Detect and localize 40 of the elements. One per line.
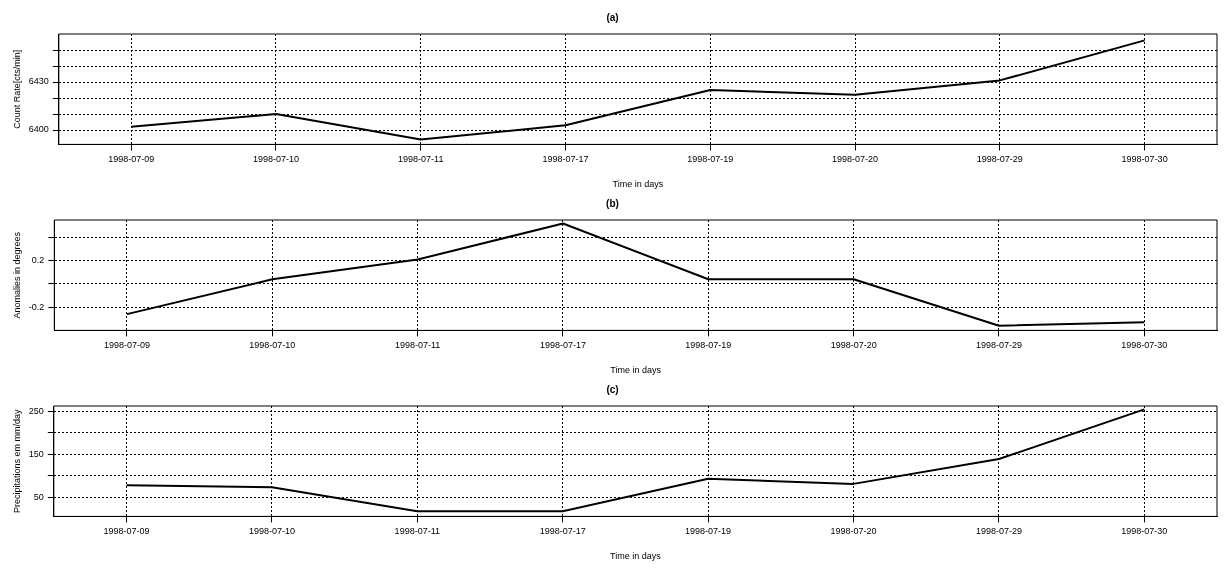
- x-tick-label: 1998-07-17: [539, 340, 587, 351]
- x-tick-label: 1998-07-30: [1121, 526, 1168, 537]
- x-tick-label: 1998-07-11: [398, 154, 444, 165]
- x-tick-label: 1998-07-19: [685, 526, 732, 537]
- chart-title: (c): [606, 383, 619, 395]
- x-tick-label: 1998-07-19: [685, 340, 732, 351]
- x-tick-label: 1998-07-30: [1121, 154, 1168, 165]
- x-tick-label: 1998-07-09: [108, 154, 155, 165]
- x-tick-label: 1998-07-10: [248, 526, 295, 537]
- x-tick-label: 1998-07-09: [103, 340, 150, 351]
- x-tick-label: 1998-07-11: [394, 340, 441, 351]
- chart-title: (a): [606, 11, 619, 23]
- y-axis-title: Anomalies in degrees: [11, 231, 22, 319]
- y-tick-label: 6430: [28, 76, 49, 87]
- x-tick-label: 1998-07-20: [832, 154, 879, 165]
- x-tick-label: 1998-07-29: [976, 154, 1023, 165]
- x-axis-title: Time in days: [610, 365, 662, 376]
- x-tick-label: 1998-07-09: [103, 526, 150, 537]
- x-tick-label: 1998-07-30: [1121, 340, 1168, 351]
- x-tick-label: 1998-07-17: [542, 154, 589, 165]
- y-axis-title: Precipitations em mm/day: [11, 408, 22, 513]
- x-tick-label: 1998-07-29: [975, 340, 1023, 351]
- x-tick-label: 1998-07-29: [975, 526, 1022, 537]
- x-tick-label: 1998-07-17: [539, 526, 586, 537]
- x-tick-label: 1998-07-11: [394, 526, 440, 537]
- x-tick-label: 1998-07-20: [830, 526, 877, 537]
- x-tick-label: 1998-07-20: [830, 340, 877, 351]
- x-tick-label: 1998-07-10: [252, 154, 299, 165]
- y-tick-label: 250: [28, 406, 44, 417]
- y-tick-label: -0.2: [28, 301, 45, 312]
- y-tick-label: 0.2: [31, 255, 45, 266]
- x-tick-label: 1998-07-19: [687, 154, 734, 165]
- chart-title: (b): [606, 197, 619, 209]
- y-axis-title: Count Rate[cts/min]: [11, 49, 22, 129]
- x-axis-title: Time in days: [610, 551, 662, 562]
- y-tick-label: 150: [28, 448, 44, 459]
- y-tick-label: 6400: [28, 124, 49, 135]
- y-tick-label: 50: [33, 491, 44, 502]
- x-tick-label: 1998-07-10: [249, 340, 296, 351]
- x-axis-title: Time in days: [612, 179, 664, 190]
